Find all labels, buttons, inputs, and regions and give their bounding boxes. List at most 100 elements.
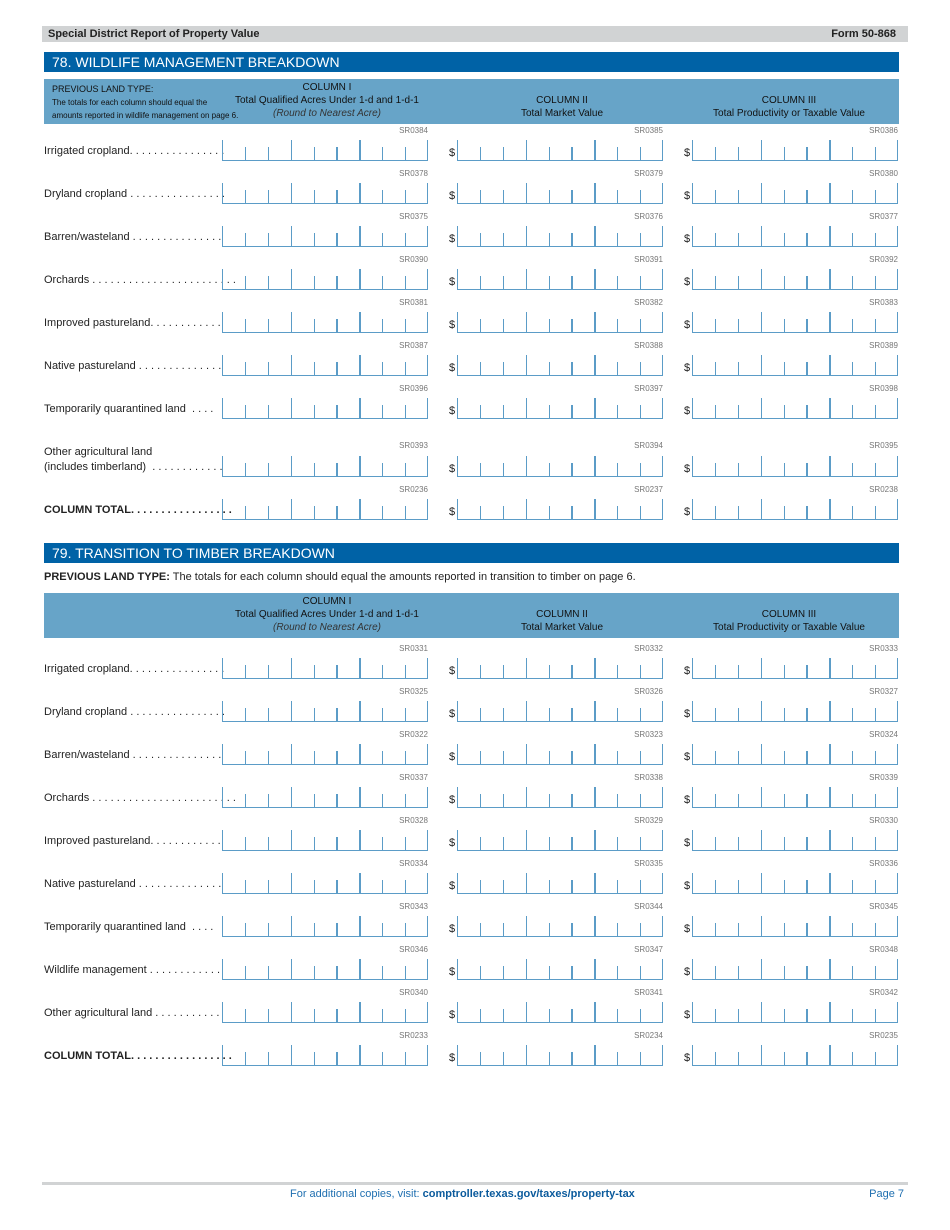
digit-entry-field[interactable] xyxy=(457,499,663,520)
digit-entry-field[interactable] xyxy=(222,787,428,808)
digit-entry-field[interactable] xyxy=(457,456,663,477)
digit-entry-field[interactable] xyxy=(692,226,898,247)
digit-entry-field[interactable] xyxy=(692,355,898,376)
digit-entry-field[interactable] xyxy=(222,744,428,765)
digit-entry-field[interactable] xyxy=(692,658,898,679)
digit-entry-field[interactable] xyxy=(692,959,898,980)
digit-divider xyxy=(760,1045,762,1065)
digit-entry-field[interactable] xyxy=(222,1045,428,1066)
digit-entry-field[interactable] xyxy=(692,701,898,722)
digit-divider xyxy=(852,751,854,764)
digit-entry-field[interactable] xyxy=(222,1002,428,1023)
digit-divider xyxy=(640,1052,642,1065)
digit-divider xyxy=(783,665,785,678)
dollar-sign: $ xyxy=(449,665,456,677)
field-code: SR0348 xyxy=(869,945,898,954)
digit-entry-field[interactable] xyxy=(457,398,663,419)
row-label: Temporarily quarantined land . . . . xyxy=(44,921,214,933)
form-row: Orchards . . . . . . . . . . . . . . . .… xyxy=(44,253,899,296)
digit-divider xyxy=(502,463,504,476)
digit-entry-field[interactable] xyxy=(457,916,663,937)
digit-entry-field[interactable] xyxy=(692,312,898,333)
digit-entry-field[interactable] xyxy=(457,830,663,851)
digit-entry-field[interactable] xyxy=(457,1002,663,1023)
digit-divider xyxy=(382,794,384,807)
row-label: COLUMN TOTAL. . . . . . . . . . . . . . … xyxy=(44,504,232,516)
digit-entry-field[interactable] xyxy=(222,658,428,679)
digit-entry-field[interactable] xyxy=(692,787,898,808)
digit-divider xyxy=(502,708,504,721)
digit-entry-field[interactable] xyxy=(222,456,428,477)
digit-entry-field[interactable] xyxy=(692,499,898,520)
digit-entry-field[interactable] xyxy=(692,269,898,290)
row-label: Temporarily quarantined land . . . . xyxy=(44,403,214,415)
digit-entry-field[interactable] xyxy=(222,830,428,851)
form-row: Irrigated cropland. . . . . . . . . . . … xyxy=(44,642,899,685)
digit-divider xyxy=(783,463,785,476)
digit-divider xyxy=(661,830,663,850)
digit-entry-field[interactable] xyxy=(457,873,663,894)
digit-entry-field[interactable] xyxy=(692,456,898,477)
digit-divider xyxy=(359,701,361,721)
digit-entry-field[interactable] xyxy=(222,916,428,937)
digit-entry-field[interactable] xyxy=(457,183,663,204)
col-title: COLUMN I xyxy=(302,82,352,93)
digit-divider xyxy=(426,744,428,764)
digit-entry-field[interactable] xyxy=(222,355,428,376)
digit-entry-field[interactable] xyxy=(692,1002,898,1023)
digit-divider xyxy=(244,463,247,476)
digit-entry-field[interactable] xyxy=(457,744,663,765)
field-code: SR0233 xyxy=(399,1031,428,1040)
dollar-sign: $ xyxy=(449,751,456,763)
digit-entry-field[interactable] xyxy=(457,658,663,679)
digit-entry-field[interactable] xyxy=(222,873,428,894)
digit-divider xyxy=(359,1002,361,1022)
digit-divider xyxy=(502,1009,504,1022)
digit-entry-field[interactable] xyxy=(692,140,898,161)
digit-entry-field[interactable] xyxy=(457,959,663,980)
digit-entry-field[interactable] xyxy=(692,744,898,765)
digit-entry-field[interactable] xyxy=(222,701,428,722)
digit-entry-field[interactable] xyxy=(222,398,428,419)
col-sub: Total Market Value xyxy=(520,622,604,633)
digit-divider xyxy=(502,966,504,979)
row-label: Improved pastureland. . . . . . . . . . … xyxy=(44,317,221,329)
digit-entry-field[interactable] xyxy=(457,701,663,722)
digit-entry-field[interactable] xyxy=(222,183,428,204)
digit-divider xyxy=(571,708,573,721)
digit-entry-field[interactable] xyxy=(692,183,898,204)
digit-entry-field[interactable] xyxy=(222,269,428,290)
digit-divider xyxy=(594,787,596,807)
digit-entry-field[interactable] xyxy=(692,873,898,894)
digit-divider xyxy=(359,873,361,893)
digit-divider xyxy=(783,147,785,160)
digit-entry-field[interactable] xyxy=(457,226,663,247)
digit-entry-field[interactable] xyxy=(222,312,428,333)
digit-entry-field[interactable] xyxy=(692,1045,898,1066)
digit-entry-field[interactable] xyxy=(457,1045,663,1066)
digit-divider xyxy=(594,1045,596,1065)
dollar-sign: $ xyxy=(449,190,456,202)
digit-divider xyxy=(760,873,762,893)
digit-entry-field[interactable] xyxy=(692,398,898,419)
digit-entry-field[interactable] xyxy=(457,312,663,333)
digit-divider xyxy=(382,405,384,418)
digit-entry-field[interactable] xyxy=(457,355,663,376)
digit-entry-field[interactable] xyxy=(457,787,663,808)
footer-link[interactable]: comptroller.texas.gov/taxes/property-tax xyxy=(422,1188,635,1200)
digit-divider xyxy=(714,233,717,246)
digit-divider xyxy=(267,794,269,807)
digit-entry-field[interactable] xyxy=(222,499,428,520)
digit-entry-field[interactable] xyxy=(222,226,428,247)
digit-divider xyxy=(829,183,831,203)
digit-divider xyxy=(896,226,898,246)
digit-entry-field[interactable] xyxy=(692,916,898,937)
digit-entry-field[interactable] xyxy=(692,830,898,851)
digit-divider xyxy=(426,499,428,519)
digit-entry-field[interactable] xyxy=(222,140,428,161)
digit-divider xyxy=(426,701,428,721)
digit-divider xyxy=(382,966,384,979)
digit-entry-field[interactable] xyxy=(457,269,663,290)
digit-entry-field[interactable] xyxy=(457,140,663,161)
digit-entry-field[interactable] xyxy=(222,959,428,980)
